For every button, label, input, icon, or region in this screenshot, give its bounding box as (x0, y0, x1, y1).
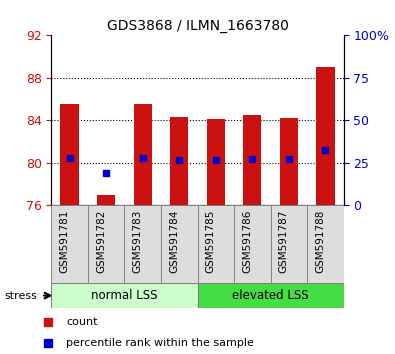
Title: GDS3868 / ILMN_1663780: GDS3868 / ILMN_1663780 (107, 19, 288, 33)
Text: GSM591785: GSM591785 (206, 209, 216, 273)
FancyBboxPatch shape (51, 205, 88, 283)
Text: GSM591784: GSM591784 (169, 209, 179, 273)
Bar (316, 67, 335, 205)
FancyBboxPatch shape (88, 205, 124, 283)
FancyBboxPatch shape (51, 283, 198, 308)
Text: GSM591786: GSM591786 (242, 209, 252, 273)
Bar (280, 118, 298, 205)
Bar (207, 119, 225, 205)
Text: percentile rank within the sample: percentile rank within the sample (66, 338, 254, 348)
FancyBboxPatch shape (198, 283, 344, 308)
Text: count: count (66, 317, 98, 327)
FancyBboxPatch shape (271, 205, 307, 283)
Bar (97, 195, 115, 205)
Text: GSM591782: GSM591782 (96, 209, 106, 273)
FancyBboxPatch shape (234, 205, 271, 283)
Bar (60, 104, 79, 205)
FancyBboxPatch shape (198, 205, 234, 283)
Text: GSM591787: GSM591787 (279, 209, 289, 273)
Text: normal LSS: normal LSS (91, 289, 158, 302)
Text: GSM591788: GSM591788 (315, 209, 325, 273)
Text: GSM591783: GSM591783 (133, 209, 143, 273)
Bar (243, 115, 261, 205)
Text: stress: stress (4, 291, 37, 301)
FancyBboxPatch shape (307, 205, 344, 283)
Text: elevated LSS: elevated LSS (232, 289, 309, 302)
FancyBboxPatch shape (161, 205, 198, 283)
FancyBboxPatch shape (124, 205, 161, 283)
Bar (170, 117, 188, 205)
Bar (134, 104, 152, 205)
Text: GSM591781: GSM591781 (60, 209, 70, 273)
